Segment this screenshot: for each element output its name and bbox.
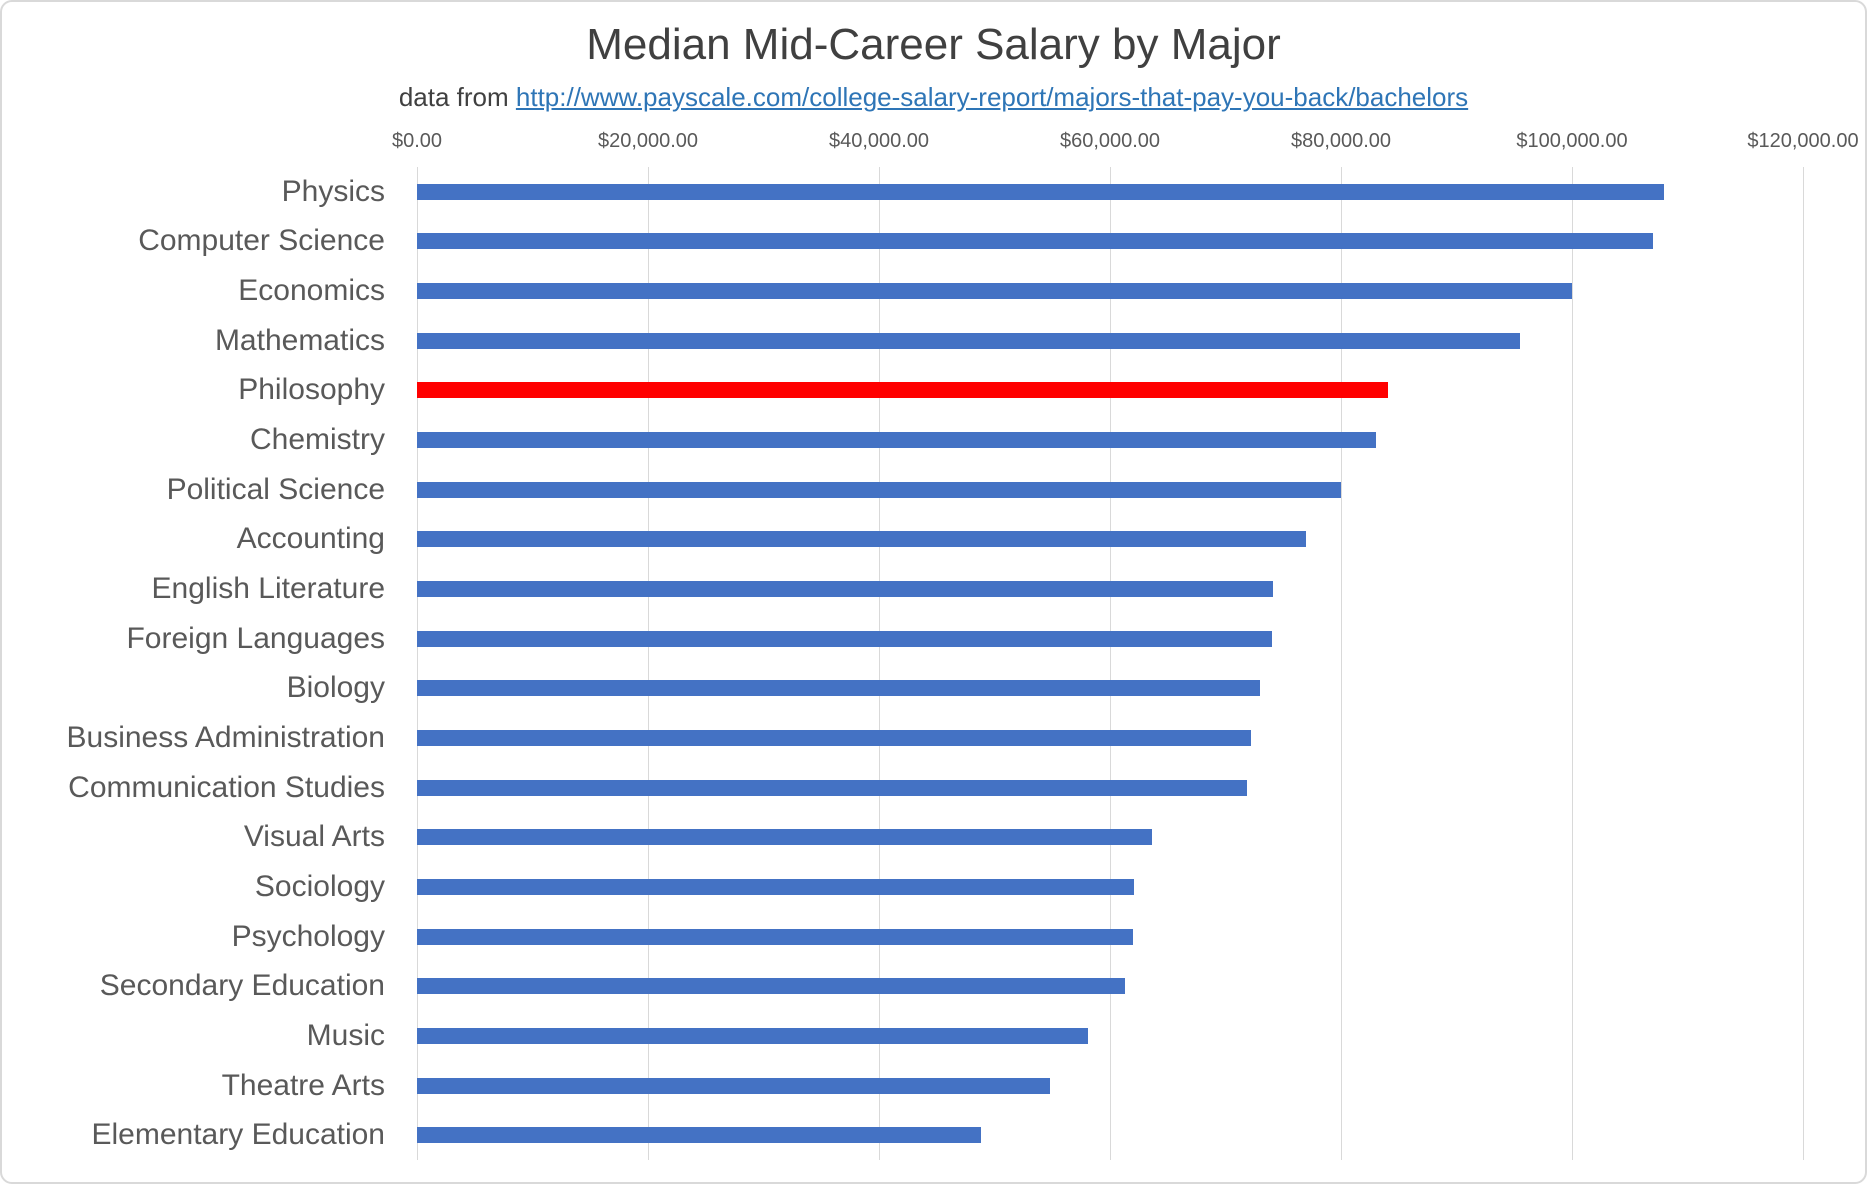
category-label: Chemistry <box>249 423 385 457</box>
gridline <box>1572 167 1573 1160</box>
gridline <box>1110 167 1111 1160</box>
category-axis: Physics Computer Science Economics Mathemat… <box>2 167 386 1160</box>
gridline <box>1803 167 1804 1160</box>
bar-row <box>417 515 1803 565</box>
bar-row <box>417 1061 1803 1111</box>
bar-row <box>417 465 1803 515</box>
category-label: Philosophy <box>238 373 385 407</box>
bar-row <box>417 813 1803 863</box>
gridline <box>648 167 649 1160</box>
bar-computer-science <box>417 233 1653 250</box>
category-label: Secondary Education <box>99 969 385 1003</box>
bar-elementary-education <box>417 1127 981 1144</box>
bar-sociology <box>417 879 1135 896</box>
category-label: Physics <box>281 174 385 208</box>
x-axis-tick-label: $20,000.00 <box>597 130 699 152</box>
x-axis: $0.00 $20,000.00 $40,000.00 $60,000.00 $80,0… <box>392 130 1859 156</box>
bar-row <box>417 763 1803 813</box>
bar-row <box>417 217 1803 267</box>
bar-psychology <box>417 928 1134 945</box>
category-label: Accounting <box>236 522 385 556</box>
bar-chemistry <box>417 432 1376 449</box>
bar-row <box>417 564 1803 614</box>
bar-row <box>417 912 1803 962</box>
x-axis-tick-label: $80,000.00 <box>1290 130 1392 152</box>
bar-row <box>417 266 1803 316</box>
bar-row <box>417 366 1803 416</box>
bar-economics <box>417 283 1572 300</box>
subtitle-prefix: data from <box>398 82 516 112</box>
category-label: Computer Science <box>138 224 385 258</box>
x-axis-tick-label: $40,000.00 <box>828 130 930 152</box>
bar-foreign-languages <box>417 630 1272 647</box>
bar-political-science <box>417 481 1341 498</box>
category-label: Music <box>306 1018 385 1052</box>
bar-english-literature <box>417 581 1273 598</box>
gridline <box>879 167 880 1160</box>
category-label: Foreign Languages <box>126 621 385 655</box>
bar-row <box>417 713 1803 763</box>
bar-visual-arts <box>417 829 1152 846</box>
bar-row <box>417 1110 1803 1160</box>
bar-theatre-arts <box>417 1077 1050 1094</box>
x-axis-tick-label: $100,000.00 <box>1516 130 1628 152</box>
category-label: Elementary Education <box>91 1118 386 1152</box>
bar-row <box>417 167 1803 217</box>
category-label: Psychology <box>231 919 385 953</box>
bar-row <box>417 316 1803 366</box>
bar-philosophy <box>417 382 1389 399</box>
bar-row <box>417 862 1803 912</box>
bar-communication-studies <box>417 779 1248 796</box>
category-label: Political Science <box>166 472 385 506</box>
x-axis-tick-label: $120,000.00 <box>1747 130 1859 152</box>
x-axis-tick-label: $0.00 <box>391 130 443 152</box>
bar-row <box>417 962 1803 1012</box>
bar-secondary-education <box>417 978 1125 995</box>
chart-subtitle: data from http://www.payscale.com/colleg… <box>2 82 1865 113</box>
x-axis-tick-label: $60,000.00 <box>1059 130 1161 152</box>
bar-accounting <box>417 531 1307 548</box>
category-label: Mathematics <box>214 323 385 357</box>
gridline <box>417 167 418 1160</box>
chart-title: Median Mid-Career Salary by Major <box>586 20 1281 69</box>
bar-row <box>417 664 1803 714</box>
bar-row <box>417 614 1803 664</box>
category-label: Visual Arts <box>243 820 385 854</box>
bar-row <box>417 1011 1803 1061</box>
category-label: Business Administration <box>66 721 386 755</box>
category-label: Communication Studies <box>68 770 385 804</box>
category-label: Biology <box>286 671 385 705</box>
bar-physics <box>417 183 1665 200</box>
plot-area <box>417 167 1804 1160</box>
source-link[interactable]: http://www.payscale.com/college-salary-r… <box>515 82 1469 112</box>
bar-mathematics <box>417 332 1521 349</box>
category-label: Sociology <box>254 870 385 904</box>
bar-biology <box>417 680 1261 697</box>
category-label: Theatre Arts <box>221 1068 385 1102</box>
bar-row <box>417 415 1803 465</box>
category-label: Economics <box>238 274 385 308</box>
bar-business-administration <box>417 730 1251 747</box>
bar-music <box>417 1027 1089 1044</box>
bar-series <box>417 167 1803 1160</box>
gridline <box>1341 167 1342 1160</box>
category-label: English Literature <box>151 572 385 606</box>
